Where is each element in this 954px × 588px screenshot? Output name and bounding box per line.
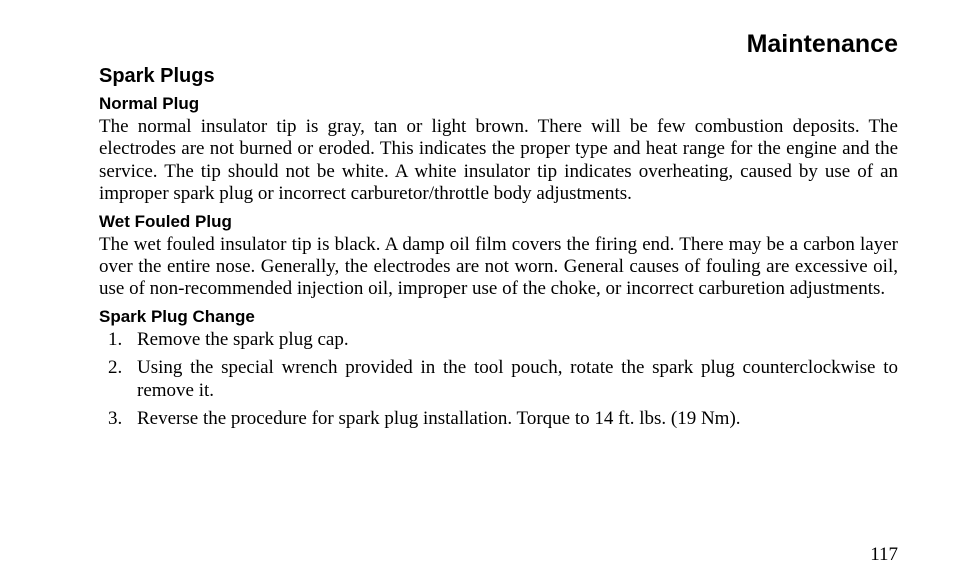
list-item: Using the special wrench provided in the… — [127, 357, 898, 402]
subheading-wet-fouled-plug: Wet Fouled Plug — [99, 212, 898, 232]
section-title-spark-plugs: Spark Plugs — [99, 65, 898, 88]
list-item: Remove the spark plug cap. — [127, 329, 898, 351]
page: Maintenance Spark Plugs Normal Plug The … — [0, 0, 954, 588]
subheading-normal-plug: Normal Plug — [99, 94, 898, 114]
chapter-title: Maintenance — [99, 30, 898, 59]
page-number: 117 — [870, 544, 898, 566]
ordered-list-spark-plug-change: Remove the spark plug cap. Using the spe… — [99, 329, 898, 431]
paragraph-normal-plug: The normal insulator tip is gray, tan or… — [99, 116, 898, 206]
paragraph-wet-fouled-plug: The wet fouled insulator tip is black. A… — [99, 234, 898, 301]
subheading-spark-plug-change: Spark Plug Change — [99, 307, 898, 327]
list-item: Reverse the procedure for spark plug ins… — [127, 408, 898, 430]
